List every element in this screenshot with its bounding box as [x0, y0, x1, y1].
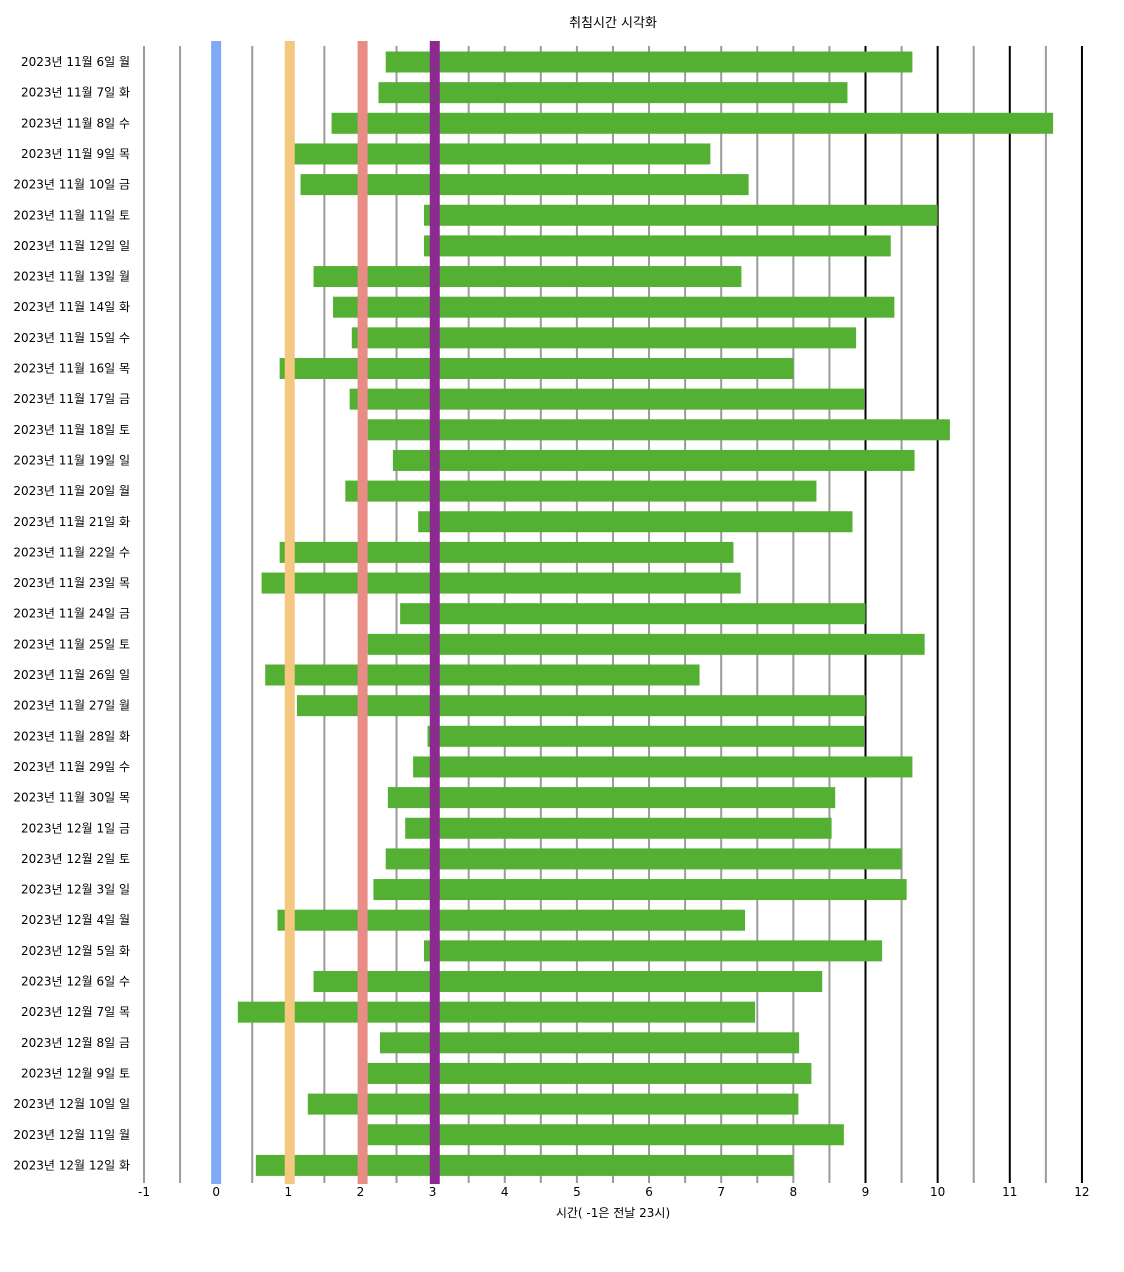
sleep-bar	[345, 480, 817, 502]
sleep-bar	[423, 940, 883, 962]
y-tick-label: 2023년 12월 3일 일	[21, 883, 130, 897]
y-tick-label: 2023년 12월 1일 금	[21, 821, 130, 835]
y-tick-label: 2023년 11월 15일 수	[13, 331, 130, 345]
x-tick-label: 10	[930, 1185, 945, 1199]
y-tick-labels: 2023년 11월 6일 월 2023년 11월 7일 화 2023년 11월 8일…	[13, 55, 130, 1172]
x-tick-label: 3	[429, 1185, 437, 1199]
y-tick-label: 2023년 11월 17일 금	[13, 392, 130, 406]
y-tick-label: 2023년 12월 4일 월	[21, 913, 130, 927]
sleep-bar	[237, 1001, 756, 1023]
y-tick-label: 2023년 11월 20일 월	[13, 484, 130, 498]
sleep-bar	[351, 327, 857, 349]
x-tick-label: -1	[138, 1185, 150, 1199]
reference-line	[211, 41, 222, 1184]
y-tick-label: 2023년 11월 29일 수	[13, 760, 130, 774]
sleep-bar	[367, 1124, 844, 1146]
sleep-bar	[367, 1062, 812, 1084]
sleep-bar	[277, 909, 746, 931]
y-tick-label: 2023년 11월 30일 목	[13, 791, 130, 805]
y-tick-label: 2023년 11월 10일 금	[13, 178, 130, 192]
y-tick-label: 2023년 11월 8일 수	[21, 116, 130, 130]
sleep-bar	[331, 112, 1054, 134]
y-tick-label: 2023년 11월 28일 화	[13, 729, 130, 743]
sleep-bar	[367, 419, 950, 441]
y-tick-label: 2023년 11월 26일 일	[13, 668, 130, 682]
y-tick-label: 2023년 11월 14일 화	[13, 300, 130, 314]
y-tick-label: 2023년 11월 22일 수	[13, 545, 130, 559]
sleep-bar	[313, 971, 823, 992]
sleep-bar	[279, 358, 794, 379]
sleep-bar	[313, 266, 742, 288]
sleep-bar	[333, 296, 895, 318]
sleep-bar	[385, 51, 913, 73]
sleep-bar	[296, 695, 866, 717]
sleep-bar	[378, 82, 848, 104]
y-tick-label: 2023년 11월 11일 토	[13, 208, 130, 222]
sleep-bar	[413, 756, 913, 778]
y-tick-label: 2023년 12월 6일 수	[21, 975, 130, 989]
x-tick-label: 0	[212, 1185, 220, 1199]
x-tick-label: 7	[717, 1185, 725, 1199]
x-tick-label: 11	[1002, 1185, 1017, 1199]
x-tick-label: 5	[573, 1185, 581, 1199]
x-tick-label: 2	[357, 1185, 365, 1199]
chart-title: 취침시간 시각화	[569, 16, 657, 31]
y-tick-label: 2023년 11월 16일 목	[13, 362, 130, 376]
y-tick-label: 2023년 12월 2일 토	[21, 852, 130, 866]
sleep-bar	[279, 541, 734, 563]
y-tick-label: 2023년 12월 7일 목	[21, 1005, 130, 1019]
sleep-bar	[307, 1093, 799, 1115]
y-tick-label: 2023년 12월 8일 금	[21, 1036, 130, 1050]
bars	[237, 51, 1054, 1176]
x-tick-label: 4	[501, 1185, 509, 1199]
sleep-bar	[300, 174, 749, 196]
reference-line	[357, 41, 368, 1184]
sleep-bar	[387, 787, 836, 809]
sleep-bar	[427, 725, 865, 747]
y-tick-label: 2023년 11월 12일 일	[13, 239, 130, 253]
sleep-bar	[373, 879, 907, 901]
y-tick-label: 2023년 11월 27일 월	[13, 699, 130, 713]
x-tick-label: 1	[284, 1185, 292, 1199]
sleep-bar	[349, 388, 865, 410]
x-tick-label: 12	[1074, 1185, 1089, 1199]
sleep-bar	[405, 817, 832, 839]
y-tick-label: 2023년 11월 6일 월	[21, 55, 130, 69]
sleep-bar	[255, 1154, 794, 1176]
sleep-bar	[367, 633, 925, 655]
y-tick-label: 2023년 12월 12일 화	[13, 1158, 130, 1172]
y-tick-label: 2023년 11월 25일 토	[13, 637, 130, 651]
y-tick-label: 2023년 12월 9일 토	[21, 1066, 130, 1080]
sleep-bar	[385, 848, 902, 870]
y-tick-label: 2023년 11월 19일 일	[13, 453, 130, 467]
y-tick-label: 2023년 11월 9일 목	[21, 147, 130, 161]
y-tick-label: 2023년 11월 13일 월	[13, 270, 130, 284]
reference-line	[429, 41, 440, 1184]
y-tick-label: 2023년 11월 7일 화	[21, 86, 130, 100]
sleep-bar	[261, 572, 741, 594]
sleep-bar	[418, 511, 853, 533]
y-tick-label: 2023년 12월 5일 화	[21, 944, 130, 958]
y-tick-label: 2023년 11월 23일 목	[13, 576, 130, 590]
sleep-bar	[392, 449, 915, 471]
reference-lines	[211, 41, 440, 1184]
x-tick-label: 9	[862, 1185, 870, 1199]
sleep-bar	[423, 235, 891, 257]
y-tick-label: 2023년 12월 11일 월	[13, 1128, 130, 1142]
x-axis-label: 시간( -1은 전날 23시)	[556, 1206, 670, 1220]
x-tick-label: 6	[645, 1185, 653, 1199]
y-tick-label: 2023년 11월 24일 금	[13, 607, 130, 621]
sleep-bar	[379, 1032, 800, 1054]
y-tick-label: 2023년 11월 18일 토	[13, 423, 130, 437]
sleep-bar	[423, 204, 938, 226]
x-tick-labels: -1 0 1 2 3 4 5 6 7 8 9 10 11 12	[138, 1185, 1090, 1199]
x-tick-label: 8	[790, 1185, 798, 1199]
y-tick-label: 2023년 11월 21일 화	[13, 515, 130, 529]
sleep-bar	[265, 664, 700, 686]
reference-line	[284, 41, 295, 1184]
sleep-bar	[291, 143, 711, 165]
y-tick-label: 2023년 12월 10일 일	[13, 1097, 130, 1111]
sleep-bar	[400, 603, 866, 625]
